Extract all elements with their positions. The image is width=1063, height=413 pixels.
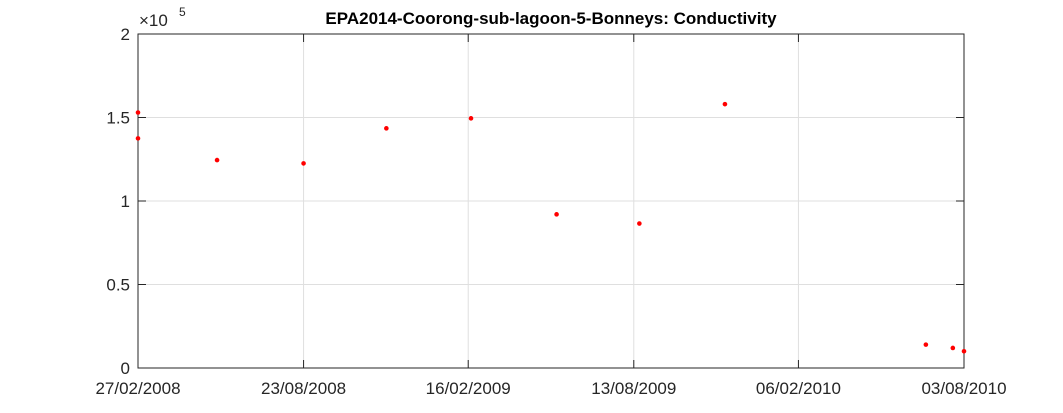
y-tick-label: 2 xyxy=(121,25,130,44)
y-tick-label: 1 xyxy=(121,192,130,211)
chart-title: EPA2014-Coorong-sub-lagoon-5-Bonneys: Co… xyxy=(325,9,777,28)
x-tick-label: 23/08/2008 xyxy=(261,379,346,398)
data-point xyxy=(961,349,967,354)
data-point xyxy=(637,221,642,226)
data-point xyxy=(214,157,220,163)
data-point xyxy=(722,101,728,107)
data-point xyxy=(468,116,474,121)
x-tick-label: 13/08/2009 xyxy=(591,379,676,398)
data-point xyxy=(384,126,389,131)
data-point xyxy=(135,110,141,115)
y-axis-multiplier: ×10 5 xyxy=(139,5,186,30)
data-point xyxy=(554,212,559,217)
x-tick-label: 27/02/2008 xyxy=(95,379,180,398)
y-tick-label: 0 xyxy=(121,359,130,378)
data-point xyxy=(950,345,956,351)
x-tick-label: 06/02/2010 xyxy=(756,379,841,398)
y-multiplier-exponent: 5 xyxy=(179,5,186,19)
x-tick-label: 16/02/2009 xyxy=(426,379,511,398)
data-point xyxy=(135,136,141,141)
data-points xyxy=(135,101,967,354)
y-tick-label: 1.5 xyxy=(106,109,130,128)
data-point xyxy=(301,161,306,166)
y-multiplier-base: ×10 xyxy=(139,11,168,30)
data-point xyxy=(923,342,929,347)
x-tick-label: 03/08/2010 xyxy=(921,379,1006,398)
y-tick-label: 0.5 xyxy=(106,276,130,295)
y-axis-ticks: 0 0.5 1 1.5 2 xyxy=(106,25,964,378)
x-axis-ticks: 27/02/2008 23/08/2008 16/02/2009 13/08/2009… xyxy=(95,34,1007,398)
